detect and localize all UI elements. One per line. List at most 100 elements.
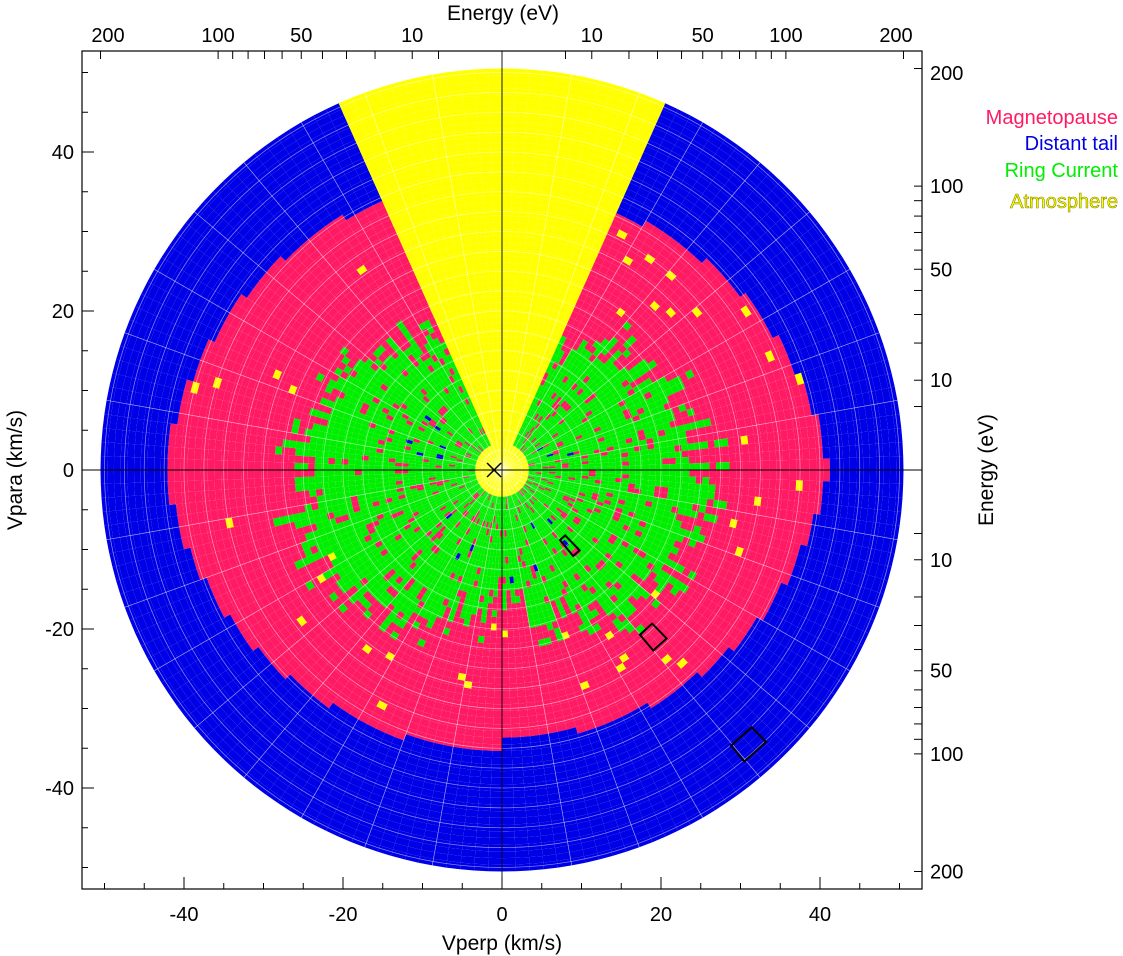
velocity-bin xyxy=(466,485,473,491)
velocity-bin xyxy=(548,417,555,424)
velocity-bin xyxy=(490,403,494,411)
velocity-bin xyxy=(554,509,562,516)
velocity-bin xyxy=(481,398,486,406)
velocity-bin xyxy=(489,494,493,502)
velocity-bin xyxy=(473,451,480,456)
velocity-bin xyxy=(463,526,469,534)
velocity-bin xyxy=(508,472,515,476)
velocity-bin xyxy=(512,439,516,446)
velocity-bin xyxy=(355,449,363,456)
velocity-bin xyxy=(484,433,489,440)
velocity-bin xyxy=(492,430,495,438)
velocity-bin xyxy=(472,545,478,553)
velocity-bin xyxy=(519,489,525,496)
velocity-bin xyxy=(507,543,511,551)
velocity-bin xyxy=(472,482,479,487)
velocity-bin xyxy=(548,507,555,513)
velocity-bin xyxy=(675,463,683,470)
velocity-bin xyxy=(518,629,526,637)
velocity-bin xyxy=(502,590,507,598)
velocity-bin xyxy=(513,521,517,529)
velocity-bin xyxy=(559,501,567,507)
velocity-bin xyxy=(427,497,435,503)
velocity-bin xyxy=(449,479,457,483)
velocity-bin xyxy=(437,409,445,417)
velocity-bin xyxy=(559,451,567,456)
velocity-bin xyxy=(514,461,521,465)
velocity-bin xyxy=(492,423,495,431)
velocity-bin xyxy=(497,603,502,611)
velocity-bin xyxy=(497,403,500,410)
velocity-bin xyxy=(408,466,416,470)
velocity-bin xyxy=(452,519,459,527)
velocity-bin xyxy=(435,521,443,529)
velocity-bin xyxy=(454,503,461,509)
velocity-bin xyxy=(551,488,559,493)
velocity-bin xyxy=(465,494,472,501)
velocity-bin xyxy=(493,389,497,397)
velocity-bin xyxy=(563,495,571,500)
velocity-bin xyxy=(504,476,508,483)
velocity-bin xyxy=(502,630,508,638)
velocity-bin xyxy=(348,475,356,481)
velocity-bin xyxy=(445,447,453,452)
velocity-bin xyxy=(444,486,452,491)
velocity-bin xyxy=(487,515,491,522)
velocity-bin xyxy=(472,442,478,448)
velocity-bin xyxy=(428,477,436,481)
velocity-bin xyxy=(421,500,429,506)
velocity-bin xyxy=(508,468,516,470)
velocity-bin xyxy=(533,457,541,461)
velocity-bin xyxy=(468,410,474,418)
velocity-bin xyxy=(502,490,504,497)
velocity-bin xyxy=(442,479,450,483)
velocity-bin xyxy=(529,436,536,443)
velocity-bin xyxy=(470,479,478,483)
velocity-bin xyxy=(539,496,547,502)
velocity-bin xyxy=(522,495,528,502)
velocity-bin xyxy=(460,425,467,432)
velocity-bin xyxy=(435,465,442,468)
velocity-bin xyxy=(493,523,497,530)
velocity-bin xyxy=(493,410,497,417)
velocity-bin xyxy=(512,501,516,509)
velocity-bin xyxy=(458,450,466,455)
velocity-bin xyxy=(647,448,656,455)
velocity-bin xyxy=(455,538,462,546)
velocity-bin xyxy=(536,445,543,450)
velocity-bin xyxy=(557,442,564,448)
velocity-bin xyxy=(464,430,471,437)
velocity-bin xyxy=(534,461,542,465)
velocity-bin xyxy=(581,431,589,438)
velocity-bin xyxy=(511,508,515,516)
velocity-bin xyxy=(682,463,690,470)
velocity-bin xyxy=(415,460,423,465)
velocity-bin xyxy=(520,477,527,481)
velocity-bin xyxy=(463,502,470,509)
velocity-bin xyxy=(469,544,475,552)
velocity-bin xyxy=(455,472,463,475)
velocity-bin xyxy=(534,542,541,550)
velocity-bin xyxy=(422,458,430,463)
velocity-bin xyxy=(447,491,454,497)
velocity-bin xyxy=(481,499,487,506)
velocity-bin xyxy=(661,446,669,454)
velocity-bin xyxy=(447,441,455,447)
velocity-bin xyxy=(493,502,497,510)
velocity-bin xyxy=(567,514,575,522)
velocity-bin xyxy=(415,478,423,483)
velocity-bin xyxy=(421,467,429,470)
velocity-bin xyxy=(669,470,676,477)
velocity-bin xyxy=(561,478,569,482)
velocity-bin xyxy=(554,457,562,461)
velocity-bin xyxy=(459,448,467,453)
velocity-bin xyxy=(453,444,461,450)
velocity-bin xyxy=(473,452,480,457)
velocity-bin xyxy=(526,508,532,516)
velocity-bin xyxy=(503,490,505,497)
velocity-bin xyxy=(454,412,461,419)
velocity-bin xyxy=(492,596,498,604)
velocity-bin xyxy=(515,484,521,490)
velocity-bin xyxy=(486,609,493,617)
velocity-bin xyxy=(486,425,490,433)
